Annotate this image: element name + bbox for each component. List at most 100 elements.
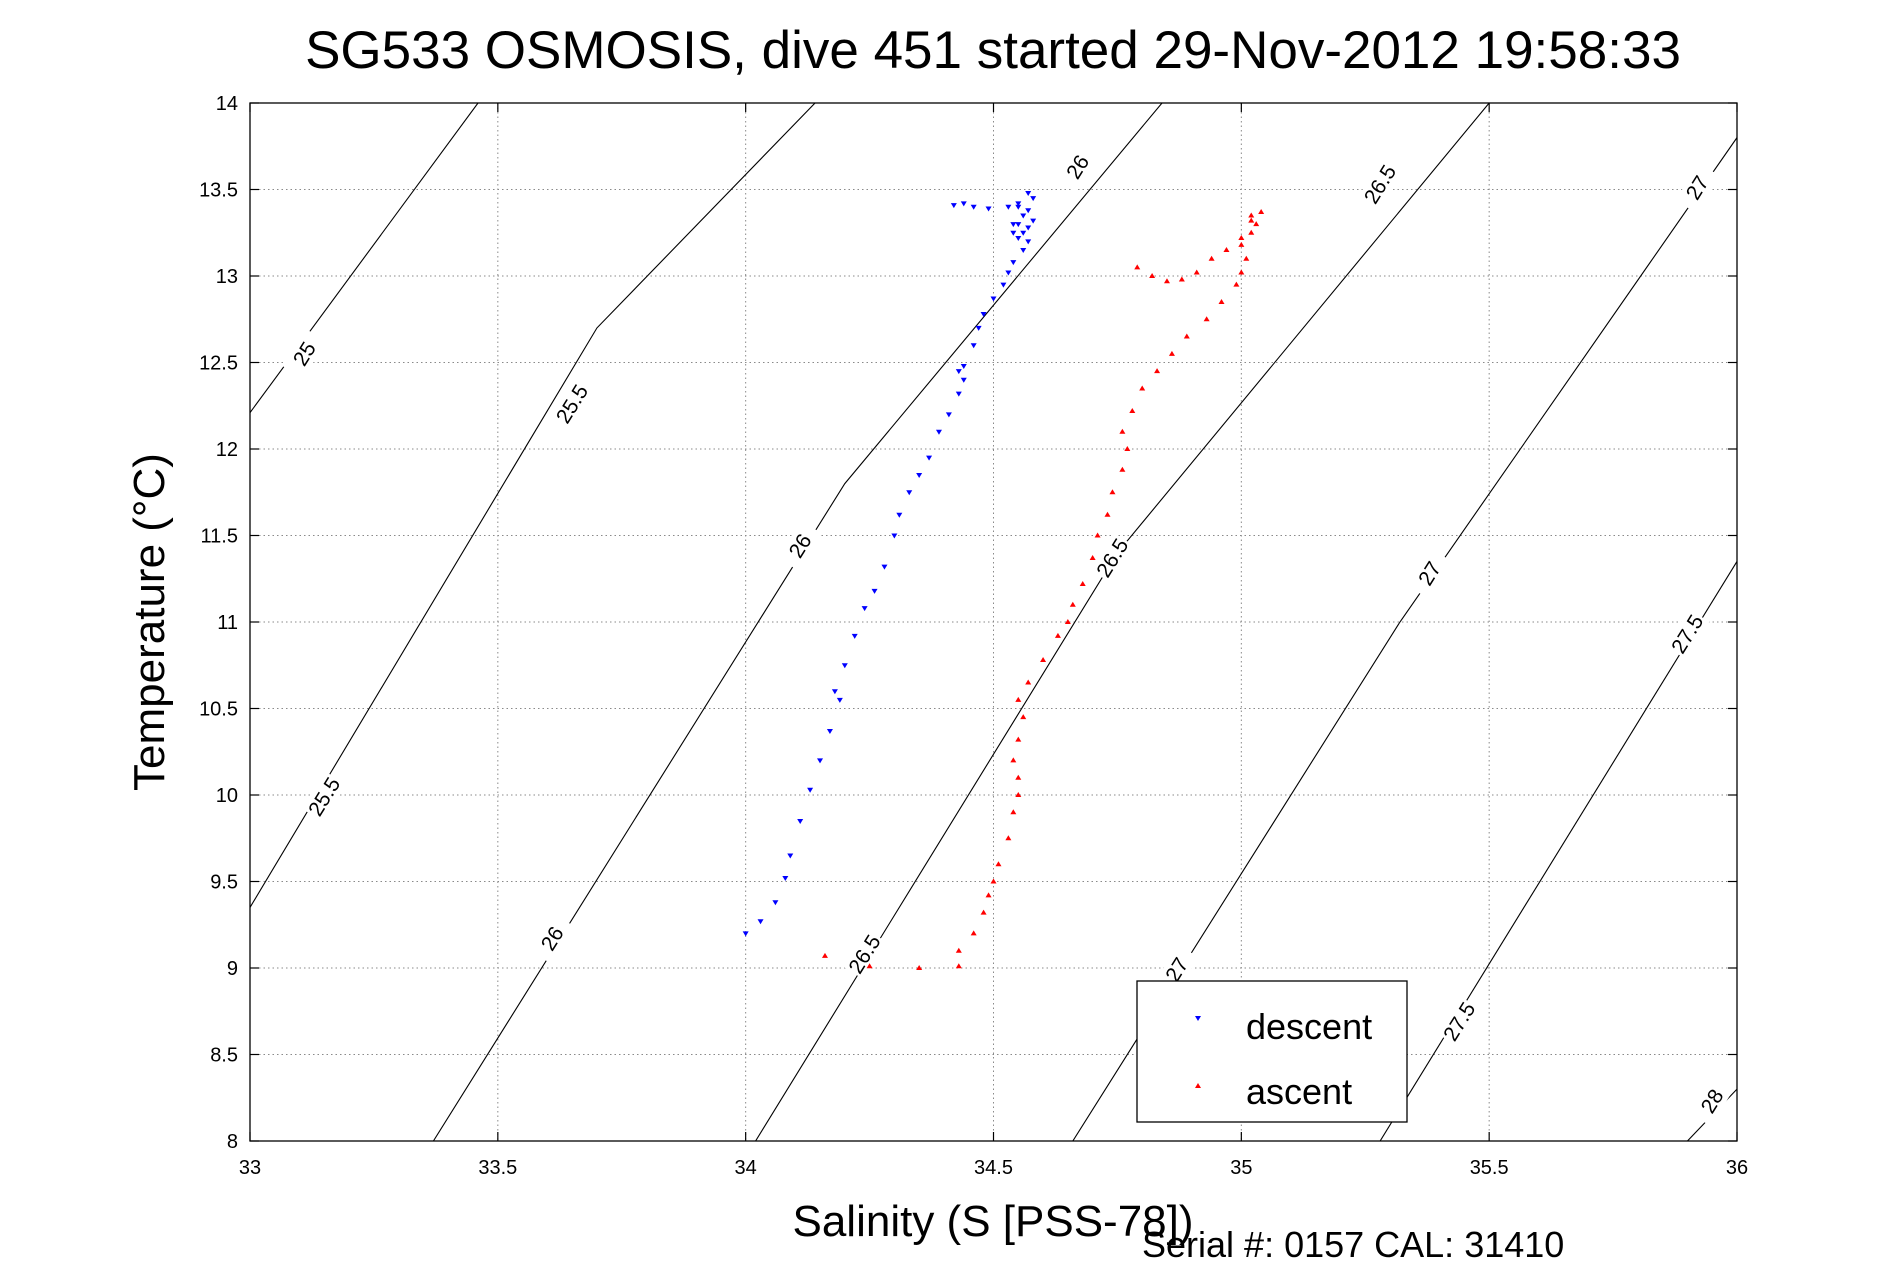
contour-label-gap: [1665, 609, 1710, 660]
ascent-point: [1248, 229, 1255, 235]
ascent-point: [1064, 619, 1071, 624]
descent-point: [836, 697, 843, 703]
density-contour-line: [432, 103, 1163, 1141]
y-tick-label: 11: [217, 612, 238, 634]
ascent-point: [1129, 407, 1136, 413]
contour-label-gap: [1437, 996, 1482, 1047]
y-tick-label: 12: [216, 439, 238, 461]
contour-label-gap: [282, 328, 327, 379]
descent-point: [782, 876, 789, 882]
contour-label-gap: [842, 929, 887, 980]
y-tick-label: 10.5: [199, 699, 238, 721]
y-tick-label: 12.5: [199, 353, 238, 375]
ascent-point: [1233, 281, 1240, 287]
contour-label-gap: [1055, 141, 1100, 193]
axis-ticks: 33 33.5 34 34.5 35 35.5 36 8 8.5 9 9.5 10 10.5 11 11.5…: [199, 93, 1748, 1179]
descent-point: [985, 206, 992, 212]
contour-label-gap: [1090, 532, 1135, 584]
descent-point: [772, 900, 779, 906]
chart-title: SG533 OSMOSIS, dive 451 started 29-Nov-2…: [305, 21, 1681, 80]
ascent-point: [916, 965, 923, 970]
x-tick-label: 34.5: [974, 1157, 1013, 1179]
ascent-point: [1238, 269, 1245, 275]
descent-point: [807, 787, 814, 793]
y-tick-label: 14: [216, 93, 238, 115]
ascent-point: [955, 947, 962, 953]
ascent-point: [1248, 217, 1255, 223]
contour-label-gap: [1675, 162, 1720, 213]
ascent-point: [1015, 792, 1022, 797]
legend-ascent-label: ascent: [1246, 1071, 1352, 1112]
density-contour-line: [1379, 561, 1737, 1141]
ascent-point: [1109, 489, 1116, 495]
descent-point: [841, 663, 848, 669]
ascent-point: [1010, 809, 1017, 815]
ascent-point: [1208, 255, 1215, 261]
descent-point: [935, 429, 942, 435]
descent-point: [1020, 248, 1027, 254]
y-tick-label: 9.5: [210, 872, 238, 894]
descent-point: [757, 919, 764, 925]
series-descent: [742, 190, 1037, 937]
ascent-point: [1005, 835, 1012, 841]
descent-point: [955, 369, 962, 375]
legend-descent-label: descent: [1246, 1006, 1372, 1047]
y-axis-label: Temperature (°C): [125, 453, 174, 791]
ascent-point: [1223, 247, 1230, 253]
descent-point: [960, 201, 967, 207]
y-tick-label: 11.5: [201, 526, 238, 548]
descent-point: [945, 412, 952, 418]
legend: descent ascent: [1136, 980, 1408, 1123]
descent-point: [970, 343, 977, 349]
contour-label-gap: [1358, 159, 1402, 210]
ascent-point: [1089, 554, 1096, 560]
descent-point: [1010, 222, 1017, 228]
descent-point: [955, 391, 962, 397]
descent-point: [1020, 213, 1027, 219]
descent-point: [960, 363, 967, 369]
descent-point: [787, 853, 794, 859]
ascent-point: [1015, 774, 1022, 780]
ascent-point: [1020, 714, 1027, 720]
contour-label-gap: [1407, 548, 1452, 599]
x-tick-label: 34: [735, 1157, 757, 1179]
x-tick-label: 33.5: [478, 1157, 517, 1179]
y-tick-label: 13: [216, 266, 238, 288]
ascent-point: [1079, 580, 1086, 586]
ascent-point: [1258, 208, 1265, 214]
descent-point: [970, 204, 977, 210]
density-contour-line: [250, 103, 816, 908]
descent-point: [1025, 239, 1032, 245]
descent-point: [871, 588, 878, 594]
ascent-point: [1119, 466, 1126, 472]
descent-point: [960, 377, 967, 383]
y-tick-label: 9: [227, 958, 238, 980]
descent-point: [831, 689, 838, 695]
contour-label-gap: [530, 913, 575, 964]
ascent-point: [1203, 316, 1210, 322]
y-tick-label: 13.5: [199, 180, 238, 202]
ascent-point: [1163, 278, 1170, 284]
y-tick-label: 10: [216, 785, 238, 807]
ascent-point: [1168, 350, 1175, 356]
descent-point: [896, 512, 903, 518]
ascent-point: [1243, 255, 1250, 261]
descent-point: [990, 296, 997, 302]
ascent-point: [1015, 736, 1022, 742]
series-ascent: [821, 208, 1265, 970]
descent-point: [826, 728, 833, 734]
ascent-point: [970, 930, 977, 936]
descent-point: [861, 606, 868, 612]
ascent-point: [1238, 241, 1245, 247]
descent-point: [1015, 201, 1022, 207]
descent-point: [906, 490, 913, 496]
descent-point: [1005, 270, 1012, 276]
x-tick-label: 33: [239, 1157, 261, 1179]
ascent-point: [1193, 269, 1200, 275]
descent-point: [1015, 222, 1022, 228]
legend-ascent-marker: [1195, 1083, 1201, 1088]
data-series: [742, 190, 1265, 970]
ascent-point: [1134, 264, 1141, 270]
descent-point: [1015, 235, 1022, 241]
